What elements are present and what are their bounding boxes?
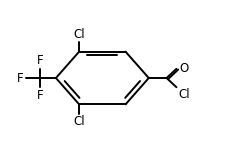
Text: F: F bbox=[17, 71, 24, 85]
Text: O: O bbox=[179, 61, 188, 75]
Text: F: F bbox=[36, 54, 43, 67]
Text: Cl: Cl bbox=[73, 28, 85, 41]
Text: F: F bbox=[36, 89, 43, 102]
Text: Cl: Cl bbox=[179, 88, 190, 101]
Text: Cl: Cl bbox=[73, 115, 85, 128]
